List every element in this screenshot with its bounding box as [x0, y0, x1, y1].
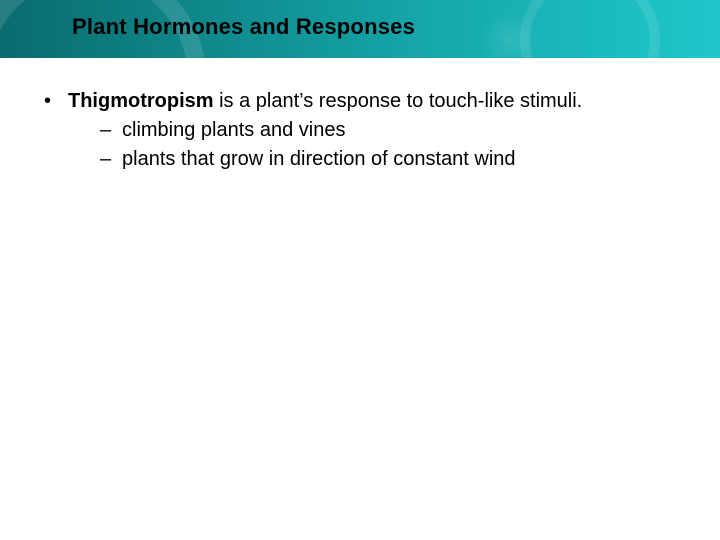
sub-list: – climbing plants and vines – plants tha… — [100, 117, 684, 173]
slide-title: Plant Hormones and Responses — [72, 14, 415, 40]
header-decoration — [480, 10, 540, 58]
bold-term: Thigmotropism — [68, 90, 214, 112]
bullet-text: Thigmotropism is a plant’s response to t… — [68, 88, 582, 115]
slide: Plant Hormones and Responses • Thigmotro… — [0, 0, 720, 540]
bullet-glyph: • — [44, 88, 68, 115]
sub-item: – climbing plants and vines — [100, 117, 684, 144]
dash-glyph: – — [100, 117, 122, 144]
dash-glyph: – — [100, 146, 122, 173]
sub-text: climbing plants and vines — [122, 117, 345, 144]
sub-item: – plants that grow in direction of const… — [100, 146, 684, 173]
slide-body: • Thigmotropism is a plant’s response to… — [44, 88, 684, 173]
sub-text: plants that grow in direction of constan… — [122, 146, 516, 173]
main-rest: is a plant’s response to touch-like stim… — [214, 90, 583, 112]
bullet-item: • Thigmotropism is a plant’s response to… — [44, 88, 684, 115]
